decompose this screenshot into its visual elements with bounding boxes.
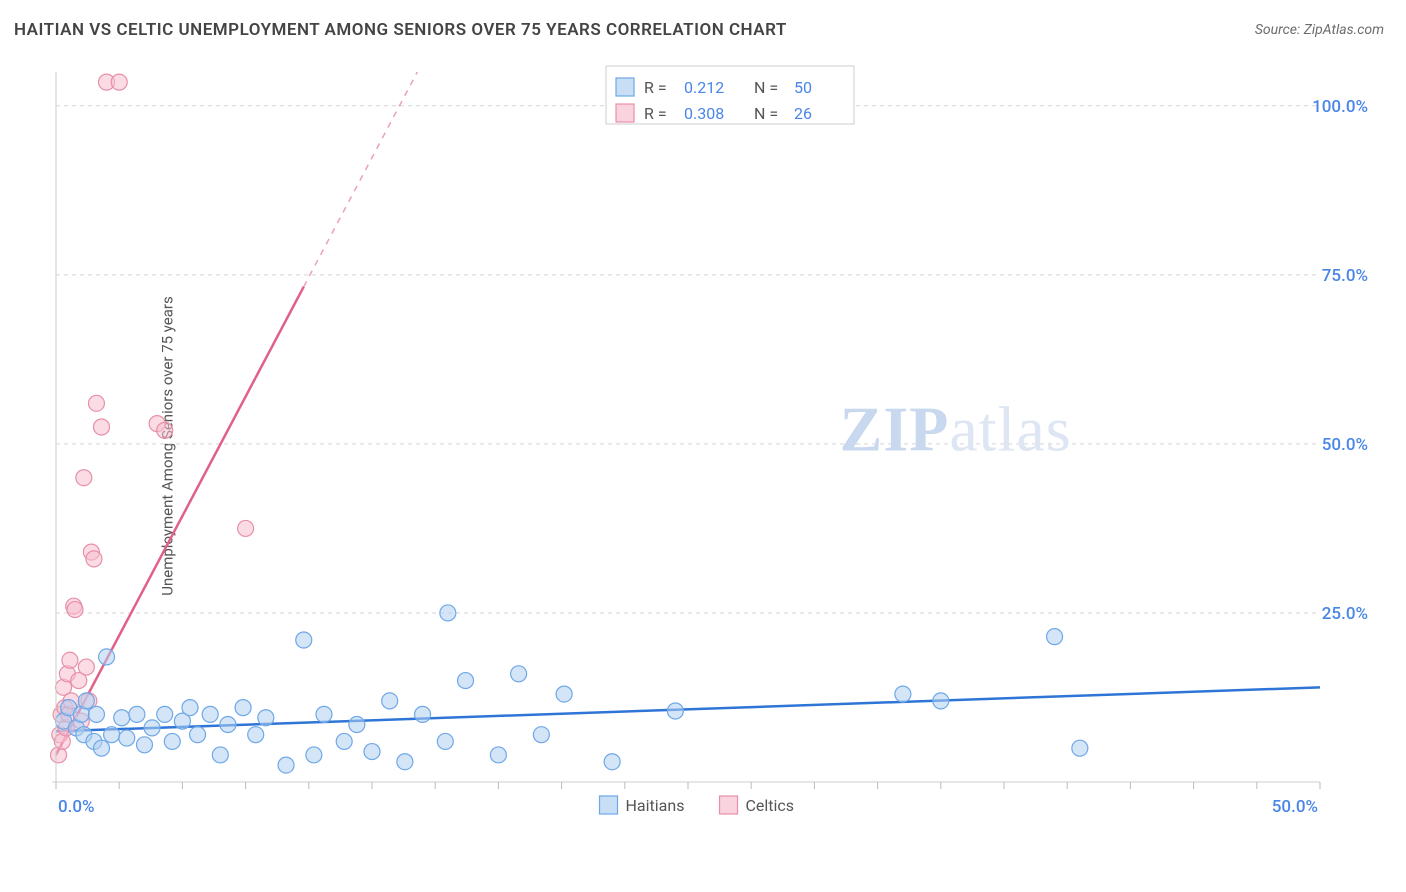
series-legend-label: Celtics [746, 796, 795, 815]
x-tick-label: 0.0% [58, 797, 95, 817]
data-point [604, 754, 620, 770]
data-point [129, 706, 145, 722]
data-point [556, 686, 572, 702]
legend-n-label: N = [754, 78, 778, 97]
series-legend-label: Haitians [626, 796, 685, 815]
legend-swatch [616, 78, 634, 96]
data-point [349, 717, 365, 733]
data-point [212, 747, 228, 763]
data-point [364, 744, 380, 760]
data-point [67, 602, 83, 618]
data-point [248, 727, 264, 743]
y-tick-label: 100.0% [1312, 97, 1368, 117]
data-point [336, 733, 352, 749]
data-point [316, 706, 332, 722]
x-tick-label: 50.0% [1272, 797, 1318, 817]
data-point [1047, 629, 1063, 645]
data-point [258, 710, 274, 726]
data-point [440, 605, 456, 621]
legend-n-value: 50 [794, 78, 812, 97]
source-credit: Source: ZipAtlas.com [1255, 22, 1384, 38]
data-point [382, 693, 398, 709]
data-point [667, 703, 683, 719]
data-point [157, 422, 173, 438]
legend-r-label: R = [644, 104, 667, 123]
data-point [437, 733, 453, 749]
legend-r-value: 0.308 [684, 104, 724, 123]
data-point [511, 666, 527, 682]
data-point [238, 520, 254, 536]
data-point [88, 706, 104, 722]
data-point [182, 700, 198, 716]
legend-r-value: 0.212 [684, 78, 724, 97]
data-point [190, 727, 206, 743]
data-point [94, 419, 110, 435]
legend-swatch [616, 104, 634, 122]
data-point [490, 747, 506, 763]
series-legend-swatch [600, 796, 618, 814]
data-point [76, 470, 92, 486]
data-point [306, 747, 322, 763]
trend-line-extrapolated [304, 72, 418, 287]
data-point [415, 706, 431, 722]
data-point [111, 74, 127, 90]
data-point [278, 757, 294, 773]
data-point [78, 659, 94, 675]
data-point [104, 727, 120, 743]
data-point [458, 673, 474, 689]
y-tick-label: 50.0% [1322, 435, 1368, 455]
data-point [220, 717, 236, 733]
data-point [136, 737, 152, 753]
data-point [144, 720, 160, 736]
data-point [164, 733, 180, 749]
data-point [397, 754, 413, 770]
data-point [296, 632, 312, 648]
data-point [86, 551, 102, 567]
legend-n-value: 26 [794, 104, 812, 123]
data-point [202, 706, 218, 722]
y-tick-label: 75.0% [1322, 266, 1368, 286]
series-legend-swatch [720, 796, 738, 814]
data-point [933, 693, 949, 709]
scatter-plot: 25.0% 50.0% 75.0% 100.0% ZIPatlas 0.0% 50.0% R … [50, 62, 1370, 822]
data-point [235, 700, 251, 716]
data-point [157, 706, 173, 722]
watermark: ZIPatlas [840, 394, 1072, 465]
data-point [119, 730, 135, 746]
plot-svg: 25.0% 50.0% 75.0% 100.0% ZIPatlas 0.0% 50.0% R … [50, 62, 1370, 822]
data-point [99, 649, 115, 665]
data-point [62, 652, 78, 668]
data-point [895, 686, 911, 702]
data-point [533, 727, 549, 743]
data-point [94, 740, 110, 756]
data-point [88, 395, 104, 411]
data-point [1072, 740, 1088, 756]
chart-title: HAITIAN VS CELTIC UNEMPLOYMENT AMONG SEN… [14, 20, 787, 40]
trend-line [56, 287, 304, 755]
data-point [78, 693, 94, 709]
legend-n-label: N = [754, 104, 778, 123]
legend-r-label: R = [644, 78, 667, 97]
data-point [114, 710, 130, 726]
y-tick-label: 25.0% [1322, 604, 1368, 624]
